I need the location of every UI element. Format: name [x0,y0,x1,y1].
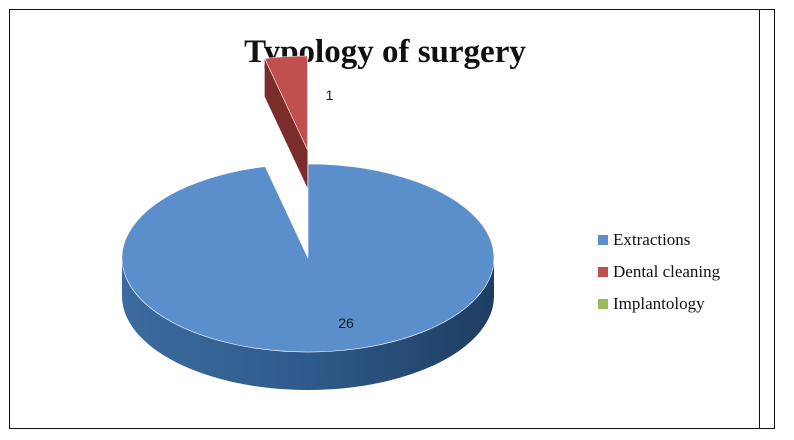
legend-swatch-dental-cleaning [598,267,608,277]
pie-slice-extractions-side [122,258,494,390]
pie-slice-dental-cleaning [264,55,308,151]
legend-item-extractions: Extractions [598,224,720,256]
data-label-extractions: 26 [338,315,354,331]
chart-frame [9,9,760,429]
legend-item-dental-cleaning: Dental cleaning [598,256,720,288]
legend-swatch-implantology [598,299,608,309]
legend-label-extractions: Extractions [613,230,691,249]
legend-label-implantology: Implantology [613,294,705,313]
legend-label-dental-cleaning: Dental cleaning [613,262,721,281]
legend-swatch-extractions [598,235,608,245]
pie-slice-dental-cleaning-edge-0 [264,58,308,188]
data-label-dental-cleaning: 1 [326,87,334,103]
chart-legend: Extractions Dental cleaning Implantology [598,224,720,320]
pie-slice-extractions [121,163,495,353]
legend-item-implantology: Implantology [598,288,720,320]
